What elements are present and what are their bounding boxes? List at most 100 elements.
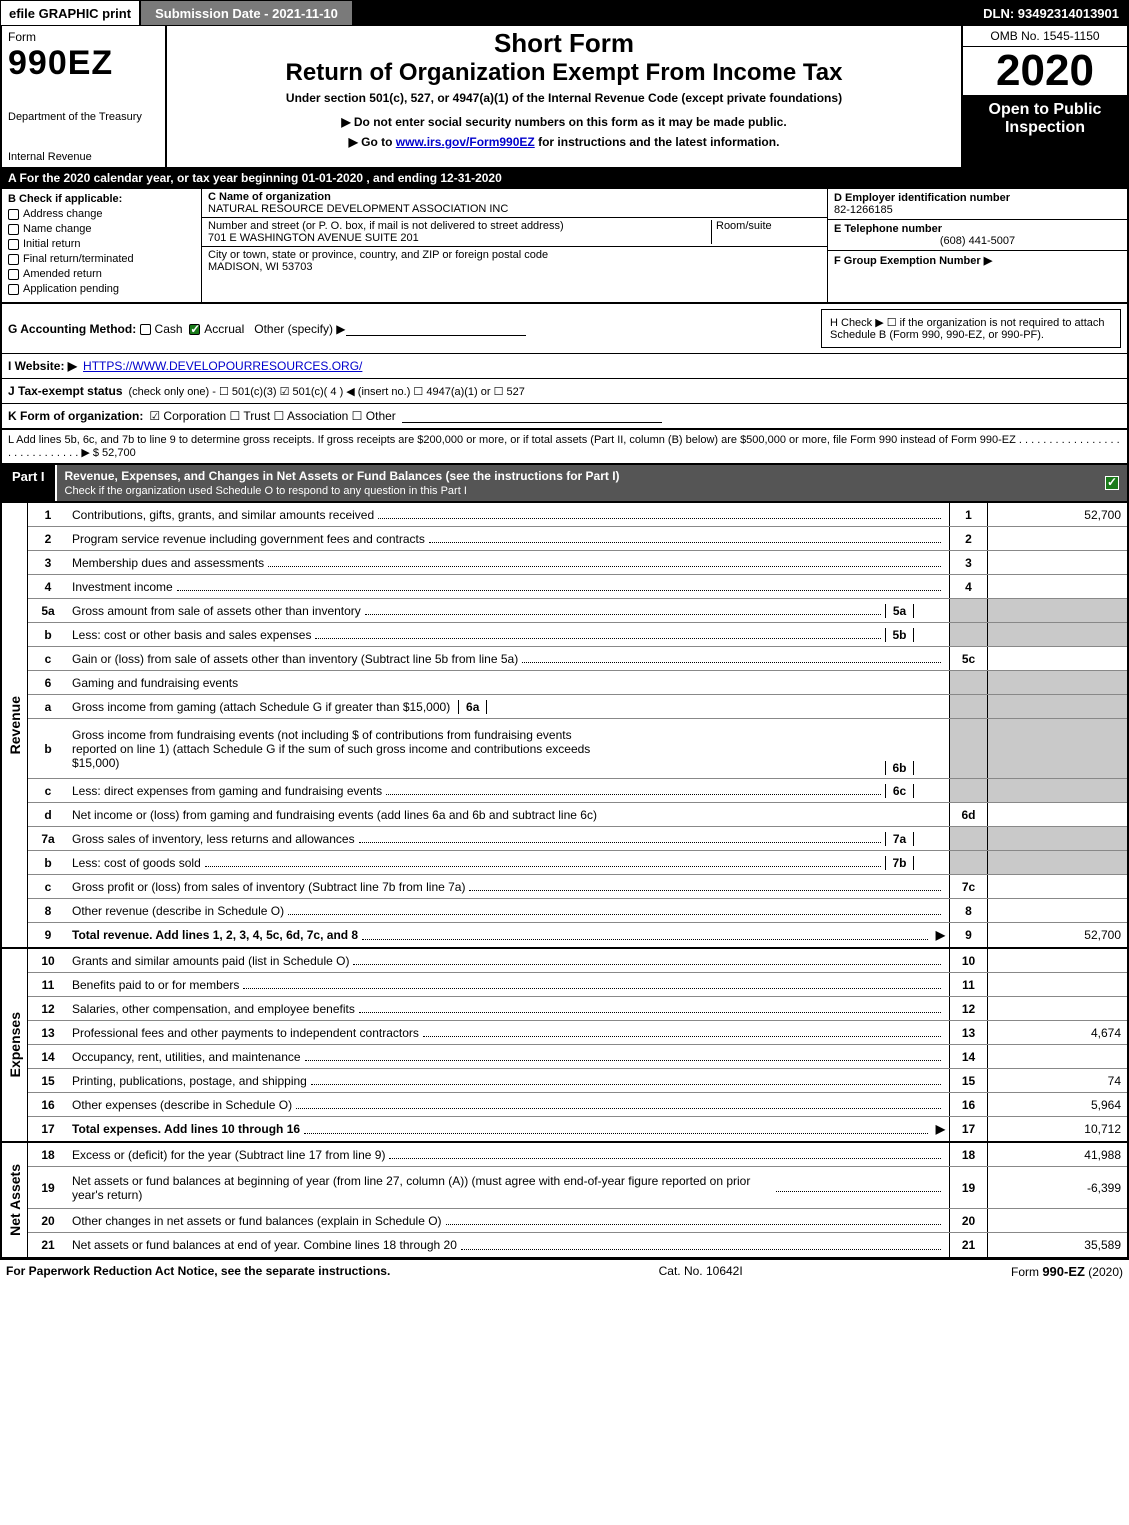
mini-value[interactable] bbox=[914, 856, 945, 870]
k-other-input[interactable] bbox=[402, 409, 662, 423]
checkbox-icon[interactable] bbox=[8, 224, 19, 235]
line-21: 21 Net assets or fund balances at end of… bbox=[28, 1233, 1127, 1257]
line-num-col: 4 bbox=[949, 575, 987, 598]
check-label: Amended return bbox=[23, 268, 102, 280]
b-label: B Check if applicable: bbox=[8, 193, 195, 205]
mini-value[interactable] bbox=[914, 832, 945, 846]
street-label: Number and street (or P. O. box, if mail… bbox=[208, 220, 711, 232]
d-label: D Employer identification number bbox=[834, 192, 1121, 204]
line-amount bbox=[987, 1209, 1127, 1232]
checkbox-icon[interactable] bbox=[8, 254, 19, 265]
line-amount: 52,700 bbox=[987, 503, 1127, 526]
mini-label: 6c bbox=[886, 784, 914, 798]
mini-value[interactable] bbox=[487, 700, 518, 714]
line-6b: b Gross income from fundraising events (… bbox=[28, 719, 1127, 779]
check-name-change[interactable]: Name change bbox=[8, 223, 195, 235]
line-no: 13 bbox=[28, 1021, 68, 1044]
k-options: ☑ Corporation ☐ Trust ☐ Association ☐ Ot… bbox=[149, 409, 395, 423]
line-desc: Less: direct expenses from gaming and fu… bbox=[72, 784, 382, 798]
line-amount bbox=[987, 827, 1127, 850]
net-assets-section: Net Assets 18 Excess or (deficit) for th… bbox=[0, 1143, 1129, 1259]
line-num-col: 12 bbox=[949, 997, 987, 1020]
other-specify-input[interactable] bbox=[346, 322, 526, 336]
line-amount bbox=[987, 875, 1127, 898]
line-no: 5a bbox=[28, 599, 68, 622]
line-num-col: 3 bbox=[949, 551, 987, 574]
line-num-col bbox=[949, 623, 987, 646]
line-desc: Gross sales of inventory, less returns a… bbox=[72, 832, 355, 846]
line-no: 2 bbox=[28, 527, 68, 550]
part1-title-text: Revenue, Expenses, and Changes in Net As… bbox=[65, 469, 620, 483]
line-amount: 10,712 bbox=[987, 1117, 1127, 1141]
line-num-col: 8 bbox=[949, 899, 987, 922]
line-desc: Gross profit or (loss) from sales of inv… bbox=[72, 880, 465, 894]
form-of-org-row: K Form of organization: ☑ Corporation ☐ … bbox=[2, 404, 1127, 428]
check-final-return[interactable]: Final return/terminated bbox=[8, 253, 195, 265]
tax-exempt-row: J Tax-exempt status (check only one) - ☐… bbox=[2, 379, 1127, 404]
line-desc: Less: cost or other basis and sales expe… bbox=[72, 628, 311, 642]
line-no: 16 bbox=[28, 1093, 68, 1116]
part1-tab: Part I bbox=[2, 465, 57, 501]
arrow-icon: ▶ bbox=[936, 1122, 945, 1136]
line-desc: Total expenses. Add lines 10 through 16 bbox=[72, 1122, 300, 1136]
header-middle: Short Form Return of Organization Exempt… bbox=[167, 26, 961, 167]
check-label: Name change bbox=[23, 223, 92, 235]
line-amount bbox=[987, 599, 1127, 622]
line-16: 16 Other expenses (describe in Schedule … bbox=[28, 1093, 1127, 1117]
line-desc: Excess or (deficit) for the year (Subtra… bbox=[72, 1148, 385, 1162]
mini-label: 5a bbox=[886, 604, 914, 618]
mini-value[interactable] bbox=[914, 628, 945, 642]
line-14: 14 Occupancy, rent, utilities, and maint… bbox=[28, 1045, 1127, 1069]
line-num-col: 5c bbox=[949, 647, 987, 670]
check-amended-return[interactable]: Amended return bbox=[8, 268, 195, 280]
line-amount bbox=[987, 527, 1127, 550]
note2-post: for instructions and the latest informat… bbox=[535, 135, 780, 149]
line-amount: -6,399 bbox=[987, 1167, 1127, 1208]
revenue-side-label: Revenue bbox=[2, 503, 28, 947]
line-no: c bbox=[28, 875, 68, 898]
line-6d: d Net income or (loss) from gaming and f… bbox=[28, 803, 1127, 827]
phone-value: (608) 441-5007 bbox=[834, 235, 1121, 247]
h-schedule-b-box: H Check ▶ ☐ if the organization is not r… bbox=[821, 309, 1121, 348]
line-no: 1 bbox=[28, 503, 68, 526]
checkbox-icon[interactable] bbox=[8, 209, 19, 220]
submission-date-button[interactable]: Submission Date - 2021-11-10 bbox=[140, 0, 353, 26]
line-8: 8 Other revenue (describe in Schedule O)… bbox=[28, 899, 1127, 923]
line-no: 8 bbox=[28, 899, 68, 922]
accrual-checkbox[interactable] bbox=[189, 324, 200, 335]
website-row: I Website: ▶ HTTPS://WWW.DEVELOPOURRESOU… bbox=[2, 354, 1127, 379]
netassets-side-label: Net Assets bbox=[2, 1143, 28, 1257]
arrow-icon: ▶ bbox=[936, 928, 945, 942]
line-amount: 52,700 bbox=[987, 923, 1127, 947]
line-amount bbox=[987, 779, 1127, 802]
revenue-label: Revenue bbox=[7, 696, 23, 754]
checkbox-icon[interactable] bbox=[8, 239, 19, 250]
mini-value[interactable] bbox=[914, 604, 945, 618]
line-num-col bbox=[949, 695, 987, 718]
website-link[interactable]: HTTPS://WWW.DEVELOPOURRESOURCES.ORG/ bbox=[83, 359, 362, 373]
line-num-col bbox=[949, 851, 987, 874]
line-desc: Other expenses (describe in Schedule O) bbox=[72, 1098, 292, 1112]
part1-schedule-o-checkbox[interactable] bbox=[1105, 476, 1119, 490]
form-version-bold: 990-EZ bbox=[1042, 1264, 1085, 1279]
cash-label: Cash bbox=[155, 322, 183, 336]
checkbox-icon[interactable] bbox=[8, 269, 19, 280]
check-label: Application pending bbox=[23, 283, 119, 295]
check-application-pending[interactable]: Application pending bbox=[8, 283, 195, 295]
line-6a: a Gross income from gaming (attach Sched… bbox=[28, 695, 1127, 719]
line-num-col: 20 bbox=[949, 1209, 987, 1232]
check-initial-return[interactable]: Initial return bbox=[8, 238, 195, 250]
line-amount bbox=[987, 671, 1127, 694]
mini-value[interactable] bbox=[914, 784, 945, 798]
line-9: 9 Total revenue. Add lines 1, 2, 3, 4, 5… bbox=[28, 923, 1127, 947]
irs-link[interactable]: www.irs.gov/Form990EZ bbox=[396, 135, 535, 149]
checkbox-icon[interactable] bbox=[8, 284, 19, 295]
cash-checkbox[interactable] bbox=[140, 324, 151, 335]
note2-pre: ▶ Go to bbox=[349, 135, 396, 149]
check-address-change[interactable]: Address change bbox=[8, 208, 195, 220]
efile-print-label[interactable]: efile GRAPHIC print bbox=[0, 0, 140, 26]
line-desc: Total revenue. Add lines 1, 2, 3, 4, 5c,… bbox=[72, 928, 358, 942]
line-11: 11 Benefits paid to or for members 11 bbox=[28, 973, 1127, 997]
mini-value[interactable] bbox=[914, 761, 945, 775]
line-desc: Membership dues and assessments bbox=[72, 556, 264, 570]
